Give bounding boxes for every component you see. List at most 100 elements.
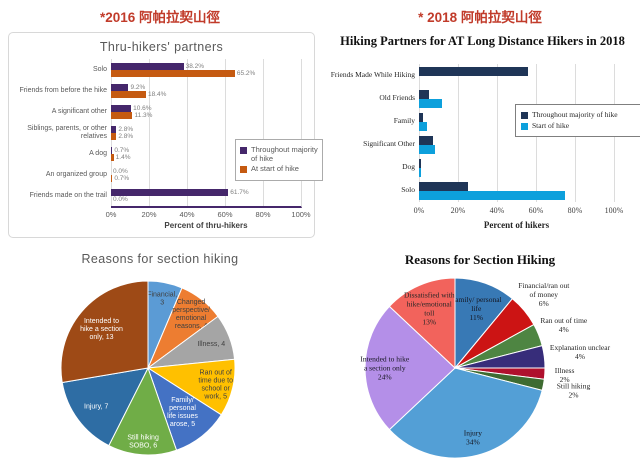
bar — [419, 158, 421, 168]
bar-group: 0.0% 0.7% — [111, 168, 301, 182]
bar-group — [419, 135, 614, 154]
bar-category-label: A significant other — [51, 107, 107, 115]
bar-line: 65.2% — [111, 69, 301, 77]
bar-category-label: Family — [393, 116, 415, 126]
bar-row: Siblings, parents, or other relatives 2.8… — [15, 122, 301, 143]
x-tick: 40% — [179, 210, 195, 219]
bar-group: 10.6% 11.3% — [111, 104, 301, 119]
bar-line — [419, 144, 614, 154]
chart-title: Reasons for section hiking — [81, 252, 239, 266]
x-tick: 0% — [105, 210, 117, 219]
bar-row: Solo — [329, 179, 614, 202]
bar-line: 2.8% — [111, 125, 301, 133]
bar — [111, 104, 132, 112]
bar-line — [419, 98, 614, 108]
x-tick: 0% — [413, 206, 425, 215]
pie-slice-label: Still hiking 2% — [557, 382, 591, 400]
bar — [111, 62, 184, 70]
bar-line — [419, 66, 614, 76]
bar-line: 0.0% — [111, 168, 301, 175]
bar-line — [419, 135, 614, 145]
bar-row: Solo 38.2% 65.2% — [15, 59, 301, 80]
x-tick: 20% — [141, 210, 157, 219]
x-tick: 20% — [450, 206, 466, 215]
bar-row: Old Friends — [329, 87, 614, 110]
bar — [111, 174, 113, 182]
bar — [419, 98, 443, 108]
x-axis-label: Percent of thru-hikers — [164, 221, 248, 230]
pie-slice-label: Intended to hike a section only 24% — [360, 355, 409, 382]
bar-line — [419, 190, 614, 200]
bar-rows: Solo 38.2% 65.2% Friends from before the hi… — [15, 59, 301, 206]
chart-title: Thru-hikers' partners — [99, 40, 224, 54]
bar-line: 2.8% — [111, 132, 301, 140]
legend-swatch — [521, 112, 528, 120]
bar-line: 1.4% — [111, 153, 301, 161]
bar-row: Significant Other — [329, 133, 614, 156]
pie-canvas: Financial, 3 Changed perspective/emotional r… — [60, 280, 236, 456]
pie-slice-label: Financial, 3 — [147, 292, 177, 307]
bar-line: 10.6% — [111, 104, 301, 112]
bar-category-label: Friends made on the trail — [29, 191, 107, 199]
bar-group: 0.7% 1.4% — [111, 146, 301, 161]
bar-line — [419, 76, 614, 85]
bar-value-label: 0.7% — [114, 174, 130, 182]
x-tick: 40% — [489, 206, 505, 215]
legend-swatch — [521, 122, 528, 130]
bar — [111, 69, 235, 77]
chart-legend: Throughout majority of hike Start of hike — [515, 104, 640, 138]
pie-slice-label: Still hiking SOBO, 6 — [127, 434, 159, 449]
bar-row: Friends Made While Hiking — [329, 64, 614, 87]
bar-category-label: Old Friends — [379, 93, 415, 103]
x-tick: 100% — [604, 206, 624, 215]
bar-group — [419, 89, 614, 108]
bar — [419, 135, 433, 145]
bar-value-label: 11.3% — [134, 111, 153, 119]
bar-category-label: Siblings, parents, or other relatives — [27, 124, 107, 140]
bar-group — [419, 66, 614, 85]
bar-rows: Friends Made While Hiking Old Friends Fami… — [329, 64, 614, 202]
pie-slice — [61, 367, 149, 447]
bar — [419, 144, 435, 154]
bar — [419, 181, 468, 191]
bar-value-label: 10.6% — [133, 104, 152, 112]
bar-line — [419, 89, 614, 99]
chart-title: Reasons for Section Hiking — [404, 252, 556, 267]
bar-category-label: Solo — [401, 185, 415, 195]
bar-line — [419, 181, 614, 191]
bar-row: Friends made on the trail 61.7% 0.0% — [15, 185, 301, 206]
bar-value-label: 0.7% — [114, 146, 130, 154]
pie-slice-label: Illness, 4 — [197, 341, 225, 348]
legend-label: At start of hike — [251, 164, 299, 174]
chart-2018-section-reasons: Reasons for Section Hiking Family/ perso… — [320, 240, 640, 475]
bar — [111, 132, 117, 140]
pie-slice-label: Family/personal life issues arose, 5 — [167, 397, 198, 428]
bar-line: 0.7% — [111, 146, 301, 154]
bar-group — [419, 158, 614, 177]
bar — [419, 121, 427, 131]
pie-slice-label: Ran out of time due to school or work, 5 — [198, 370, 233, 401]
legend-label: Throughout majority of hike — [532, 110, 618, 119]
pie-slice-label: Financial/ran out of money 6% — [518, 281, 570, 308]
legend-label: Throughout majority of hike — [251, 145, 318, 163]
bar-line — [419, 121, 614, 131]
bar-value-label: 2.8% — [118, 132, 134, 140]
bar-value-label: 18.4% — [147, 90, 167, 98]
plot-gridlines — [111, 59, 302, 208]
bar-group: 38.2% 65.2% — [111, 62, 301, 77]
pie-slice-label: Injury 34% — [464, 429, 483, 447]
x-axis-ticks: 0% 20% 40% 60% 80% 100% — [414, 206, 624, 216]
bar-group — [419, 181, 614, 200]
bar — [419, 167, 421, 177]
bar-value-label: 0.0% — [113, 195, 128, 203]
bar-group: 61.7% 0.0% — [111, 188, 301, 203]
legend-entry: Start of hike — [520, 121, 640, 131]
bar-category-label: Dog — [402, 162, 415, 172]
pie-slice — [388, 277, 456, 370]
bar — [111, 111, 133, 119]
bar-line: 9.2% — [111, 83, 301, 91]
bar-line: 61.7% — [111, 188, 301, 196]
bar-row: Dog — [329, 156, 614, 179]
bar-value-label: 61.7% — [230, 188, 249, 196]
pie-slice — [388, 367, 543, 459]
